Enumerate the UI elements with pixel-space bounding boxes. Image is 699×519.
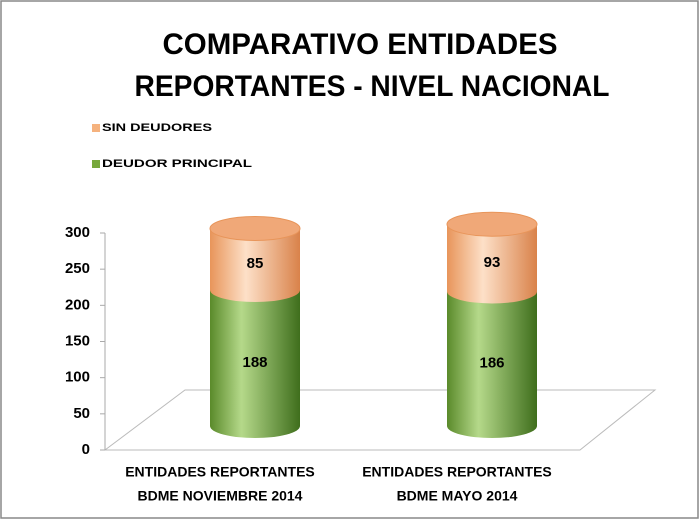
legend-label: DEUDOR PRINCIPAL	[102, 158, 252, 170]
y-tick-label: 150	[65, 332, 90, 349]
y-tick-label: 100	[65, 369, 90, 386]
cylinder-segment	[447, 224, 537, 304]
legend-swatch	[92, 124, 100, 132]
cylinder-segment	[447, 291, 537, 438]
data-label: 186	[479, 355, 504, 372]
y-tick-label: 200	[65, 296, 90, 313]
legend-label: SIN DEUDORES	[102, 122, 212, 134]
cylinder-segment	[210, 290, 300, 438]
cylinder-top	[209, 216, 301, 242]
data-label: 93	[484, 254, 501, 271]
x-tick-label: BDME NOVIEMBRE 2014	[138, 488, 303, 504]
data-label: 85	[247, 255, 264, 272]
y-tick-label: 250	[65, 260, 90, 277]
data-label: 188	[242, 354, 267, 371]
chart-title: COMPARATIVO ENTIDADES	[163, 28, 558, 61]
legend-swatch	[92, 160, 100, 168]
cylinder-top	[446, 211, 538, 237]
y-tick-label: 50	[73, 405, 90, 422]
x-tick-label: ENTIDADES REPORTANTES	[362, 464, 552, 480]
x-tick-label: ENTIDADES REPORTANTES	[125, 464, 315, 480]
chart-title: REPORTANTES - NIVEL NACIONAL	[135, 70, 610, 103]
y-tick-label: 0	[82, 441, 90, 458]
floor	[103, 389, 657, 451]
y-tick-label: 300	[65, 224, 90, 241]
x-tick-label: BDME MAYO 2014	[397, 488, 518, 504]
cylinder-segment	[210, 228, 300, 303]
